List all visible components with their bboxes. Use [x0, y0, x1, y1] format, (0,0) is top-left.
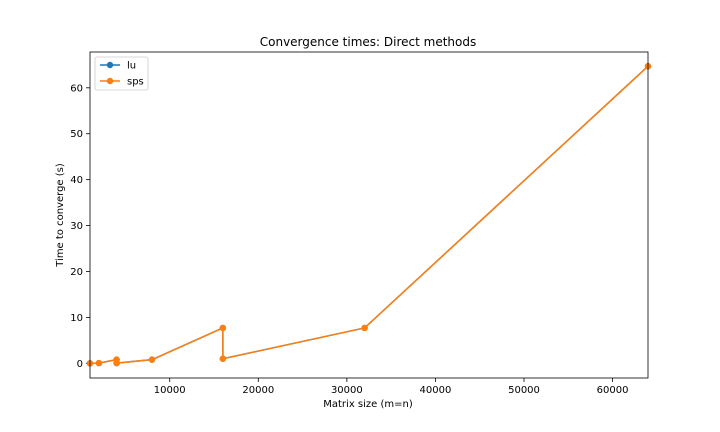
- series-line-lu: [89, 65, 649, 365]
- legend-marker-sps: [106, 77, 114, 85]
- y-tick-label: 0: [77, 359, 83, 370]
- legend-marker-lu: [106, 61, 114, 69]
- data-point-sps: [148, 356, 156, 363]
- y-tick-label: 10: [70, 313, 83, 324]
- data-point-sps: [219, 324, 227, 332]
- x-tick-label: 30000: [331, 385, 363, 396]
- legend: lu sps: [94, 56, 149, 91]
- y-tick-label: 20: [70, 267, 83, 278]
- y-tick-label: 50: [70, 129, 83, 140]
- x-tick-label: 50000: [508, 385, 540, 396]
- y-axis-label: Time to converge (s): [55, 163, 66, 268]
- plot-area: 10000 20000 30000 40000 50000 60000 0 10 20 30 40 5…: [70, 51, 652, 396]
- data-point-sps: [113, 359, 120, 367]
- x-tick-label: 60000: [597, 385, 629, 396]
- legend-label-lu: lu: [127, 61, 136, 72]
- x-tick-label: 40000: [420, 385, 452, 396]
- x-axis-label: Matrix size (m=n): [323, 399, 413, 410]
- x-tick-label: 20000: [242, 385, 274, 396]
- series-line-sps: [89, 65, 649, 365]
- x-tick-label: 10000: [154, 385, 186, 396]
- data-point-sps: [219, 355, 227, 362]
- data-point-sps: [95, 359, 103, 367]
- y-tick-label: 60: [70, 83, 83, 94]
- legend-label-sps: sps: [127, 77, 144, 88]
- plot-frame: [89, 51, 649, 379]
- chart-title: Convergence times: Direct methods: [260, 35, 477, 49]
- y-tick-label: 40: [70, 175, 83, 186]
- data-point-sps: [361, 324, 368, 332]
- y-tick-label: 30: [70, 221, 83, 232]
